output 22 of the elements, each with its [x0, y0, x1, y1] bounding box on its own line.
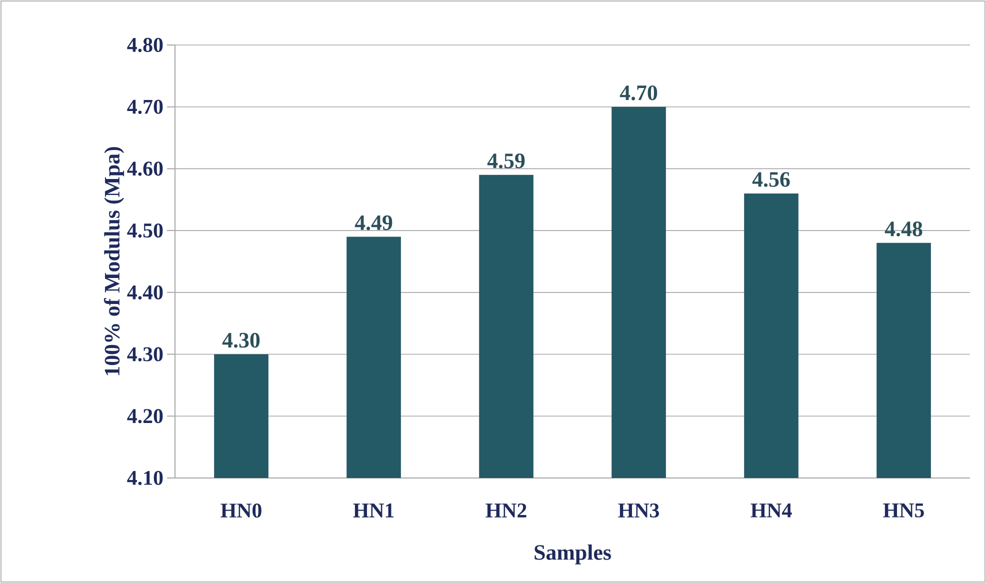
data-label: 4.70 [620, 85, 658, 100]
y-tick-label: 4.60 [127, 162, 163, 176]
x-tick-label: HN3 [618, 504, 659, 518]
y-tick-label: 4.50 [127, 223, 163, 238]
y-tick-label: 4.20 [127, 409, 163, 424]
y-axis-title: 100% of Modulus (Mpa) [104, 147, 124, 376]
data-label: 4.48 [884, 222, 922, 236]
data-label: 4.49 [354, 215, 392, 230]
x-tick-label: HN5 [883, 504, 924, 518]
data-label: 4.56 [752, 172, 790, 187]
data-label: 4.30 [222, 332, 260, 348]
x-tick-label: HN0 [220, 504, 262, 518]
y-tick-label: 4.70 [127, 100, 163, 114]
x-axis-title: Samples [534, 544, 611, 564]
y-tick-label: 4.40 [127, 285, 163, 300]
x-tick-label: HN4 [750, 504, 792, 518]
y-tick-label: 4.30 [127, 347, 163, 362]
x-tick-label: HN1 [353, 504, 394, 518]
y-tick-label: 4.80 [127, 38, 163, 52]
x-tick-label: HN2 [486, 504, 526, 518]
data-label: 4.59 [487, 154, 525, 168]
y-tick-label: 4.10 [127, 470, 163, 486]
